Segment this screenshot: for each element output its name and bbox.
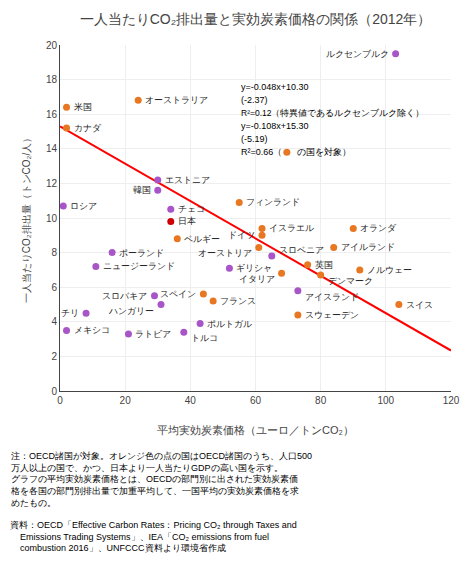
svg-text:ハンガリー: ハンガリー bbox=[108, 306, 154, 316]
svg-text:英国: 英国 bbox=[315, 260, 333, 270]
svg-text:オーストリア: オーストリア bbox=[198, 248, 252, 258]
svg-text:スウェーデン: スウェーデン bbox=[305, 310, 359, 320]
svg-text:平均実効炭素価格（ユーロ／トンCO₂）: 平均実効炭素価格（ユーロ／トンCO₂） bbox=[157, 424, 354, 436]
svg-text:60: 60 bbox=[250, 395, 262, 406]
svg-text:20: 20 bbox=[46, 40, 58, 51]
svg-text:ロシア: ロシア bbox=[70, 201, 97, 211]
svg-text:スペイン: スペイン bbox=[160, 289, 196, 299]
svg-text:ギリシャ: ギリシャ bbox=[236, 263, 272, 273]
svg-text:18: 18 bbox=[46, 74, 58, 85]
svg-text:(-2.37): (-2.37) bbox=[241, 95, 268, 105]
svg-text:米国: 米国 bbox=[74, 102, 92, 112]
svg-text:日本: 日本 bbox=[178, 216, 196, 226]
svg-text:アイルランド: アイルランド bbox=[341, 242, 395, 252]
svg-text:カナダ: カナダ bbox=[74, 123, 102, 133]
svg-text:100: 100 bbox=[377, 395, 394, 406]
svg-text:トルコ: トルコ bbox=[191, 333, 218, 343]
svg-text:資料：OECD「Effective Carbon Rates: 資料：OECD「Effective Carbon Rates：Pricing C… bbox=[10, 520, 297, 553]
svg-text:オランダ: オランダ bbox=[360, 223, 397, 233]
svg-text:10: 10 bbox=[46, 213, 58, 224]
svg-text:ポーランド: ポーランド bbox=[119, 248, 164, 258]
svg-text:R²=0.12（特異値であるルクセンブルク除く）: R²=0.12（特異値であるルクセンブルク除く） bbox=[241, 108, 424, 118]
svg-text:チェコ: チェコ bbox=[178, 204, 205, 214]
svg-text:R²=0.66（: R²=0.66（ bbox=[241, 147, 282, 157]
svg-text:0: 0 bbox=[51, 386, 57, 397]
svg-text:注：OECD諸国が対象。オレンジ色の点の国はOECD諸国のう: 注：OECD諸国が対象。オレンジ色の点の国はOECD諸国のうち、人口500万人以… bbox=[10, 451, 312, 508]
svg-text:メキシコ: メキシコ bbox=[74, 325, 110, 335]
svg-text:4: 4 bbox=[51, 316, 57, 327]
svg-text:80: 80 bbox=[315, 395, 327, 406]
svg-text:ルクセンブルク: ルクセンブルク bbox=[326, 49, 389, 59]
svg-text:16: 16 bbox=[46, 109, 58, 120]
svg-text:一人当たりCO₂排出量と実効炭素価格の関係（2012年）: 一人当たりCO₂排出量と実効炭素価格の関係（2012年） bbox=[80, 11, 432, 27]
svg-text:フランス: フランス bbox=[220, 296, 256, 306]
svg-text:の国を対象）: の国を対象） bbox=[294, 147, 351, 157]
svg-text:8: 8 bbox=[51, 247, 57, 258]
svg-text:120: 120 bbox=[443, 395, 460, 406]
svg-text:オーストラリア: オーストラリア bbox=[145, 95, 208, 105]
svg-text:アイスランド: アイスランド bbox=[305, 292, 359, 302]
svg-text:チリ: チリ bbox=[61, 308, 79, 318]
svg-text:20: 20 bbox=[120, 395, 132, 406]
svg-text:スイス: スイス bbox=[406, 300, 433, 310]
svg-text:一人当たりCO₂排出量（トンCO₂/人）: 一人当たりCO₂排出量（トンCO₂/人） bbox=[21, 133, 32, 304]
svg-text:イタリア: イタリア bbox=[239, 274, 275, 284]
svg-text:ベルギー: ベルギー bbox=[184, 234, 220, 244]
svg-text:ドイツ: ドイツ bbox=[228, 230, 255, 240]
svg-text:ニュージーランド: ニュージーランド bbox=[103, 261, 175, 271]
svg-text:エストニア: エストニア bbox=[165, 175, 210, 185]
svg-text:6: 6 bbox=[51, 282, 57, 293]
svg-text:40: 40 bbox=[185, 395, 197, 406]
svg-text:ポルトガル: ポルトガル bbox=[207, 319, 252, 329]
svg-text:12: 12 bbox=[46, 178, 58, 189]
svg-text:(-5.19): (-5.19) bbox=[241, 134, 268, 144]
svg-text:ラトビア: ラトビア bbox=[135, 329, 171, 339]
svg-text:14: 14 bbox=[46, 143, 58, 154]
svg-text:ノルウェー: ノルウェー bbox=[367, 265, 412, 275]
svg-text:0: 0 bbox=[57, 395, 63, 406]
svg-text:イスラエル: イスラエル bbox=[269, 223, 314, 233]
svg-text:韓国: 韓国 bbox=[133, 185, 151, 195]
svg-text:スロベニア: スロベニア bbox=[279, 245, 324, 255]
svg-text:スロバキア: スロバキア bbox=[102, 291, 147, 301]
svg-text:y=-0.108x+15.30: y=-0.108x+15.30 bbox=[241, 121, 309, 131]
svg-text:y=-0.048x+10.30: y=-0.048x+10.30 bbox=[241, 82, 309, 92]
svg-text:フィンランド: フィンランド bbox=[246, 197, 300, 207]
svg-text:2: 2 bbox=[51, 351, 57, 362]
svg-text:デンマーク: デンマーク bbox=[328, 276, 373, 286]
